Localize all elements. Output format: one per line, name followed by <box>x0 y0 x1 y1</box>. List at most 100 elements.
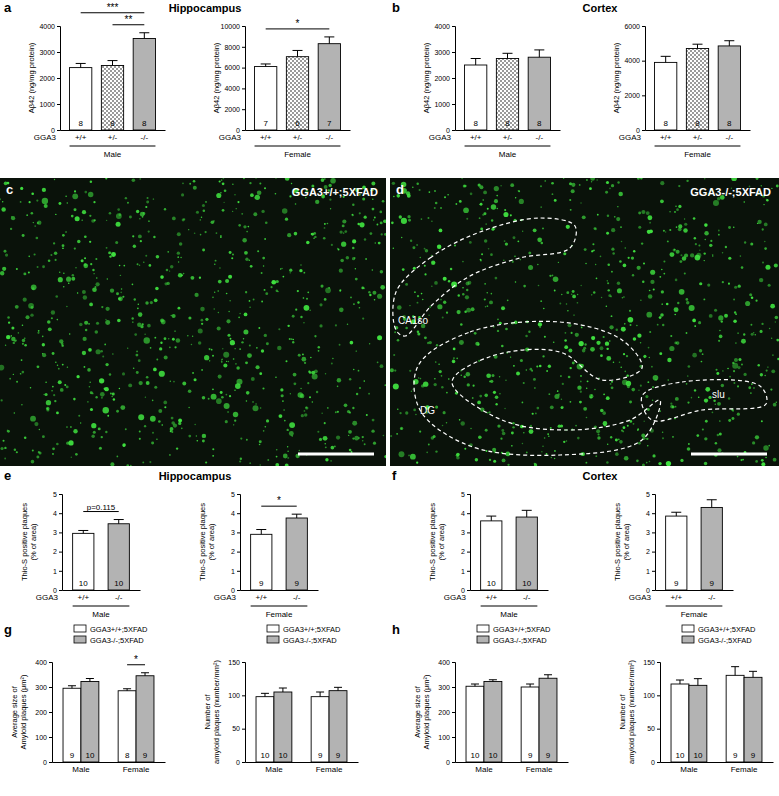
texture-dot <box>171 431 173 433</box>
texture-dot <box>285 360 287 362</box>
texture-dot <box>255 403 256 404</box>
texture-dot <box>510 183 514 187</box>
texture-dot <box>122 443 126 447</box>
texture-dot <box>299 450 300 451</box>
texture-dot <box>140 212 145 217</box>
y-tick: 50 <box>232 725 245 732</box>
texture-dot <box>182 182 184 184</box>
y-axis-title: Aβ42 (ng/mg protein) <box>612 42 621 113</box>
texture-dot <box>466 308 471 313</box>
texture-dot <box>380 221 383 224</box>
texture-dot <box>328 287 330 289</box>
texture-dot <box>669 346 674 351</box>
texture-dot <box>109 373 112 376</box>
texture-dot <box>660 199 664 203</box>
chart: 0100200300400Average size ofAmyloid plaq… <box>10 625 166 774</box>
texture-dot <box>776 185 779 188</box>
texture-dot <box>704 223 708 227</box>
error-bar <box>141 673 149 676</box>
texture-dot <box>625 247 627 249</box>
y-tick-mark <box>467 494 470 495</box>
texture-dot <box>701 361 703 363</box>
texture-dot <box>646 438 648 440</box>
bar <box>496 59 518 131</box>
texture-dot <box>752 441 755 444</box>
texture-dot <box>763 204 764 205</box>
y-tick: 3 <box>53 529 62 536</box>
texture-dot <box>503 212 508 217</box>
texture-dot <box>136 371 139 374</box>
texture-dot <box>363 380 365 382</box>
texture-dot <box>479 395 482 398</box>
image-label: GGA3+/+;5XFAD <box>292 186 378 198</box>
texture-dot <box>252 401 254 403</box>
texture-dot <box>120 275 121 276</box>
texture-dot <box>13 374 14 375</box>
texture-dot <box>194 232 196 234</box>
texture-dot <box>42 435 45 438</box>
texture-dot <box>216 232 218 234</box>
texture-dot <box>212 448 214 450</box>
y-tick: 4000 <box>39 23 60 30</box>
texture-dot <box>138 312 143 317</box>
texture-dot <box>188 407 190 409</box>
y-tick: 0 <box>236 759 245 766</box>
texture-dot <box>118 297 123 302</box>
legend-label: GGA3+/+;5XFAD <box>493 625 551 634</box>
y-tick-label: 3 <box>461 529 465 536</box>
y-axis-line <box>642 27 646 131</box>
y-axis-title: Average size of <box>413 685 422 737</box>
texture-dot <box>87 401 89 403</box>
texture-dot <box>330 208 331 209</box>
y-tick-label: 1000 <box>39 101 55 108</box>
texture-dot <box>718 234 720 236</box>
texture-dot <box>192 372 194 374</box>
texture-dot <box>424 248 426 250</box>
legend-swatch <box>267 636 279 643</box>
texture-dot <box>510 356 511 357</box>
texture-dot <box>765 265 770 270</box>
legend-swatch <box>74 625 86 632</box>
x-axis: MaleFemale <box>661 763 774 774</box>
micrograph-background <box>390 178 779 466</box>
texture-dot <box>202 396 206 400</box>
x-tick: +/+ <box>77 593 89 602</box>
texture-dot <box>67 202 68 203</box>
texture-dot <box>20 201 22 203</box>
texture-dot <box>33 253 35 255</box>
texture-dot <box>112 353 114 355</box>
texture-dot <box>261 301 263 303</box>
texture-dot <box>480 203 483 206</box>
texture-dot <box>763 445 768 450</box>
texture-dot <box>147 324 151 328</box>
texture-dot <box>263 265 264 266</box>
texture-dot <box>466 372 471 377</box>
texture-dot <box>638 226 641 229</box>
y-tick: 2 <box>231 548 240 555</box>
texture-dot <box>728 283 730 285</box>
texture-dot <box>167 251 169 253</box>
texture-dot <box>259 372 262 375</box>
texture-dot <box>357 301 359 303</box>
x-tick-label: -/- <box>115 593 123 602</box>
texture-dot <box>624 323 626 325</box>
texture-dot <box>561 407 564 410</box>
y-axis: 050100150 <box>643 659 660 766</box>
texture-dot <box>354 257 355 258</box>
texture-dot <box>606 396 610 400</box>
x-tick-label: -/- <box>523 593 531 602</box>
texture-dot <box>717 402 721 406</box>
texture-dot <box>623 353 625 355</box>
texture-dot <box>189 183 191 185</box>
texture-dot <box>92 269 94 271</box>
y-tick-label: 4 <box>231 510 235 517</box>
texture-dot <box>352 247 355 250</box>
n-label: 10 <box>114 579 123 588</box>
texture-dot <box>731 178 737 181</box>
texture-dot <box>643 355 646 358</box>
texture-dot <box>182 381 186 385</box>
texture-dot <box>686 180 688 182</box>
texture-dot <box>26 315 30 319</box>
texture-dot <box>617 288 622 293</box>
texture-dot <box>56 443 59 446</box>
